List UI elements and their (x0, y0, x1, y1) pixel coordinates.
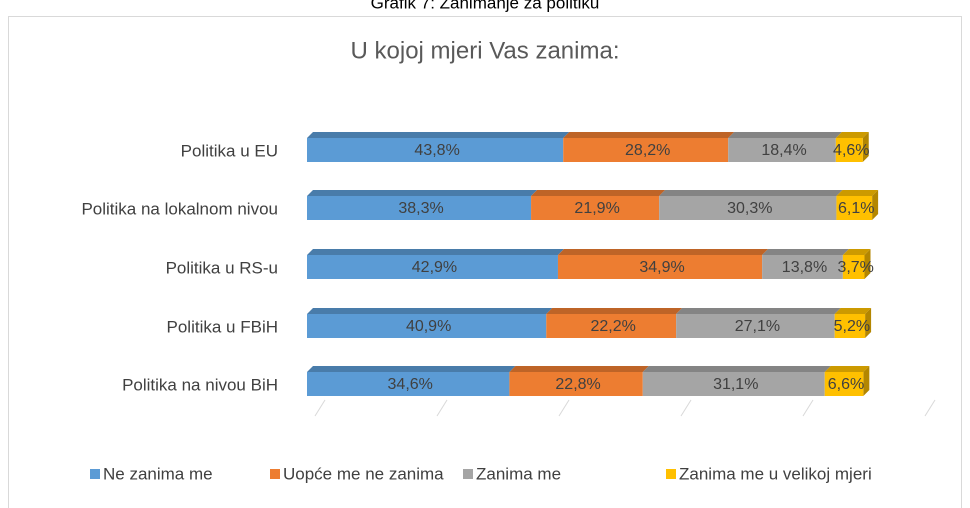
bar-depth (862, 132, 869, 162)
data-label: 43,8% (414, 142, 459, 159)
category-label: Politika na lokalnom nivou (81, 199, 278, 218)
bar-depth (642, 366, 831, 372)
legend-swatch (90, 469, 100, 479)
bar-depth (863, 366, 870, 396)
category-label: Politika u RS-u (166, 258, 278, 277)
category-label: Politika u EU (181, 141, 278, 160)
legend-label: Zanima me (476, 464, 561, 483)
bar-depth (864, 249, 871, 279)
bar (835, 138, 863, 162)
grid-line (314, 399, 326, 417)
bar-depth (557, 249, 769, 255)
data-label: 18,4% (761, 142, 806, 159)
bar-depth (659, 190, 843, 196)
bar-depth (531, 190, 666, 196)
legend-swatch (270, 469, 280, 479)
legend-swatch (666, 469, 676, 479)
data-label: 6,1% (838, 200, 874, 217)
data-label: 21,9% (574, 200, 619, 217)
data-label: 28,2% (625, 142, 670, 159)
bar (557, 255, 763, 279)
bar (762, 255, 843, 279)
legend-label: Uopće me ne zanima (283, 464, 444, 483)
bar-depth (836, 190, 879, 196)
bar-depth (307, 132, 570, 138)
legend-swatch (463, 469, 473, 479)
legend-label: Ne zanima me (103, 464, 213, 483)
bar-depth (865, 308, 872, 338)
bar-depth (824, 366, 870, 372)
data-label: 34,9% (639, 259, 684, 276)
bar-depth (676, 308, 841, 314)
bar (842, 255, 865, 279)
bar-depth (307, 190, 538, 196)
bar-depth (307, 366, 516, 372)
bar-depth (762, 249, 849, 255)
data-label: 22,2% (591, 318, 636, 335)
data-label: 6,6% (828, 376, 864, 393)
bar-depth (546, 308, 683, 314)
bar (307, 138, 564, 162)
grid-line (558, 399, 570, 417)
grid-line (802, 399, 814, 417)
data-label: 42,9% (412, 259, 457, 276)
bar-depth (835, 132, 869, 138)
bar (307, 314, 547, 338)
bar (307, 255, 558, 279)
bar-depth (509, 366, 649, 372)
bar-depth (307, 249, 564, 255)
data-label: 30,3% (727, 200, 772, 217)
bar (546, 314, 677, 338)
category-label: Politika na nivou BiH (122, 375, 278, 394)
bar (824, 372, 864, 396)
bar (509, 372, 643, 396)
data-label: 34,6% (388, 376, 433, 393)
grid-line (680, 399, 692, 417)
bar (531, 196, 660, 220)
bar-depth (834, 308, 872, 314)
bar (728, 138, 836, 162)
bar-depth (307, 308, 553, 314)
page-title: Grafik 7: Zanimanje za politiku (371, 0, 600, 12)
bar-depth (728, 132, 842, 138)
bar (659, 196, 837, 220)
data-label: 3,7% (837, 259, 873, 276)
data-label: 13,8% (782, 259, 827, 276)
bar (307, 196, 532, 220)
category-label: Politika u FBiH (167, 317, 278, 336)
data-label: 40,9% (406, 318, 451, 335)
bar (836, 196, 873, 220)
grid-line (924, 399, 936, 417)
data-label: 4,6% (833, 142, 869, 159)
bar (307, 372, 510, 396)
data-label: 27,1% (735, 318, 780, 335)
data-label: 5,2% (834, 318, 870, 335)
bar-depth (872, 190, 879, 220)
bar-depth (563, 132, 735, 138)
bar-depth (842, 249, 871, 255)
grid-line (436, 399, 448, 417)
bar (834, 314, 866, 338)
data-label: 31,1% (713, 376, 758, 393)
bar (642, 372, 825, 396)
chart-title: U kojoj mjeri Vas zanima: (351, 37, 620, 64)
legend-label: Zanima me u velikoj mjeri (679, 464, 872, 483)
bar (563, 138, 729, 162)
data-label: 22,8% (555, 376, 600, 393)
bar (676, 314, 835, 338)
data-label: 38,3% (398, 200, 443, 217)
